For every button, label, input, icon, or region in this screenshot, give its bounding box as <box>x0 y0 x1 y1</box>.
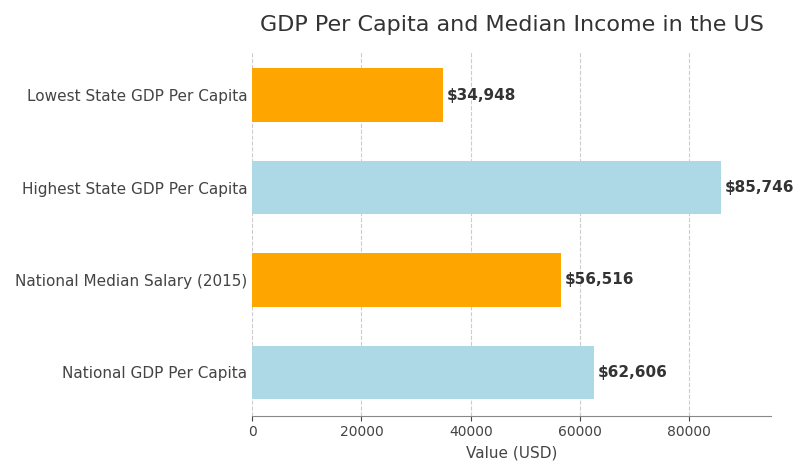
Text: $56,516: $56,516 <box>565 273 634 287</box>
Text: $34,948: $34,948 <box>447 88 516 103</box>
Text: $85,746: $85,746 <box>725 180 794 195</box>
Text: $62,606: $62,606 <box>598 365 668 380</box>
Bar <box>252 68 443 122</box>
X-axis label: Value (USD): Value (USD) <box>466 445 558 460</box>
Bar <box>252 346 594 399</box>
Bar <box>252 253 561 307</box>
Title: GDP Per Capita and Median Income in the US: GDP Per Capita and Median Income in the … <box>260 15 764 35</box>
Bar <box>252 161 721 214</box>
